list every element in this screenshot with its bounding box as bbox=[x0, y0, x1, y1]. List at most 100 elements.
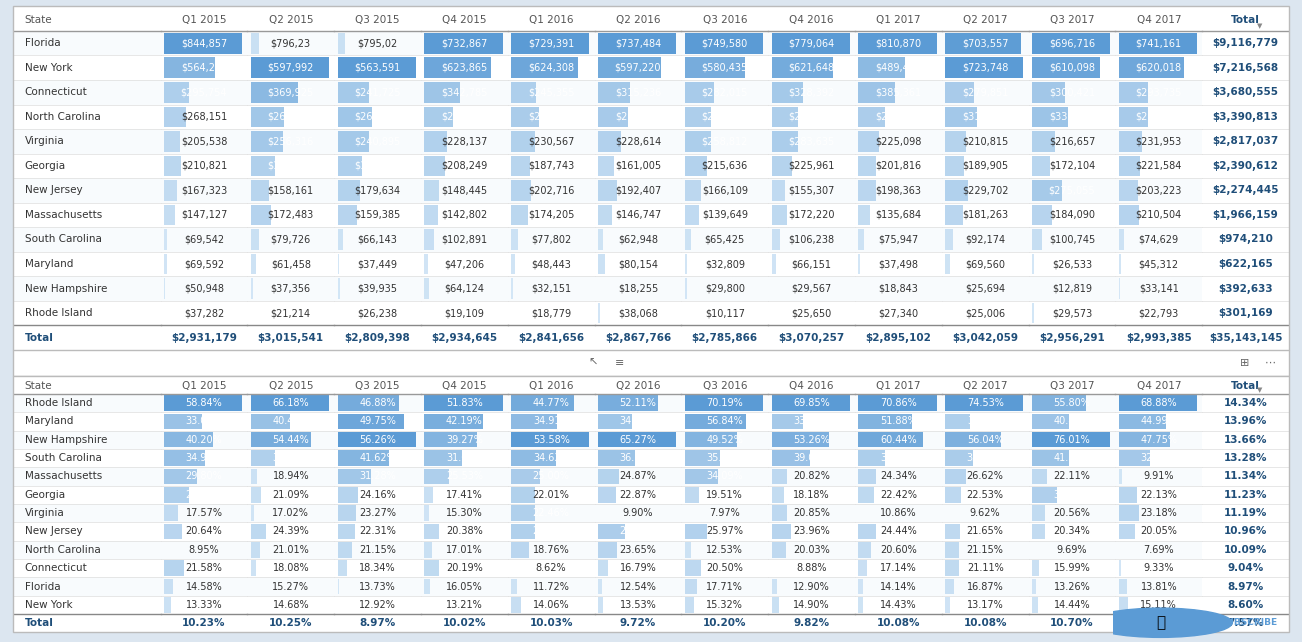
Bar bbox=[941, 523, 1029, 541]
Bar bbox=[595, 449, 681, 467]
Bar bbox=[858, 542, 871, 557]
Text: $369,925: $369,925 bbox=[268, 87, 314, 98]
Text: $215,636: $215,636 bbox=[702, 161, 747, 171]
Bar bbox=[164, 107, 186, 127]
Bar bbox=[247, 203, 335, 227]
Text: $331,480: $331,480 bbox=[1049, 112, 1095, 122]
Bar bbox=[160, 559, 247, 577]
Bar bbox=[251, 107, 284, 127]
Bar bbox=[421, 105, 508, 129]
Bar bbox=[335, 153, 421, 178]
Bar bbox=[1029, 614, 1116, 632]
Bar bbox=[251, 560, 256, 576]
Text: $12,819: $12,819 bbox=[1052, 284, 1092, 293]
Text: 40.49%: 40.49% bbox=[272, 417, 309, 426]
Bar bbox=[508, 80, 595, 105]
Bar bbox=[598, 524, 625, 539]
Bar bbox=[1029, 252, 1116, 276]
Bar bbox=[1118, 579, 1126, 594]
Bar bbox=[768, 412, 855, 431]
Text: 41.62%: 41.62% bbox=[359, 453, 396, 463]
Text: $158,161: $158,161 bbox=[268, 186, 314, 195]
Bar bbox=[13, 55, 160, 80]
Bar bbox=[424, 131, 448, 152]
Bar bbox=[681, 178, 768, 203]
Text: Q4 2017: Q4 2017 bbox=[1137, 381, 1181, 391]
Text: 22.01%: 22.01% bbox=[533, 490, 569, 500]
Bar bbox=[941, 6, 1029, 31]
Text: New Hampshire: New Hampshire bbox=[25, 435, 107, 445]
Bar bbox=[421, 523, 508, 541]
Bar bbox=[247, 301, 335, 325]
Text: 21.15%: 21.15% bbox=[967, 545, 1004, 555]
Bar bbox=[512, 487, 535, 503]
Bar bbox=[681, 394, 768, 412]
Text: $610,098: $610,098 bbox=[1049, 63, 1095, 73]
Text: $255,499: $255,499 bbox=[702, 112, 747, 122]
Bar bbox=[1116, 596, 1202, 614]
Bar bbox=[337, 469, 371, 484]
Bar bbox=[1118, 180, 1138, 201]
Bar bbox=[337, 560, 348, 576]
Bar bbox=[337, 57, 415, 78]
Text: $192,407: $192,407 bbox=[615, 186, 661, 195]
Text: $139,649: $139,649 bbox=[702, 210, 747, 220]
Bar bbox=[945, 33, 1021, 53]
Text: Q4 2015: Q4 2015 bbox=[443, 15, 487, 25]
Bar bbox=[160, 252, 247, 276]
Text: 15.27%: 15.27% bbox=[272, 582, 310, 591]
Bar bbox=[421, 596, 508, 614]
Text: $210,504: $210,504 bbox=[1135, 210, 1182, 220]
Bar bbox=[160, 504, 247, 523]
Bar bbox=[768, 153, 855, 178]
Bar bbox=[164, 57, 215, 78]
Bar bbox=[1032, 505, 1046, 521]
Bar bbox=[1116, 252, 1202, 276]
Bar bbox=[335, 31, 421, 55]
Text: 24.88%: 24.88% bbox=[186, 490, 223, 500]
Text: $597,220: $597,220 bbox=[615, 63, 661, 73]
Bar bbox=[858, 487, 874, 503]
Bar bbox=[685, 395, 763, 411]
Text: 53.26%: 53.26% bbox=[793, 435, 829, 445]
Bar bbox=[595, 80, 681, 105]
Text: 20.85%: 20.85% bbox=[793, 508, 829, 518]
Text: 19.51%: 19.51% bbox=[707, 490, 743, 500]
Bar bbox=[160, 577, 247, 596]
Bar bbox=[421, 31, 508, 55]
Text: 66.18%: 66.18% bbox=[272, 398, 309, 408]
Text: 10.23%: 10.23% bbox=[182, 618, 225, 629]
Text: Rhode Island: Rhode Island bbox=[25, 308, 92, 318]
Bar bbox=[945, 487, 961, 503]
Text: 7.57%: 7.57% bbox=[1228, 618, 1264, 629]
Text: 34.27%: 34.27% bbox=[620, 417, 656, 426]
Bar bbox=[858, 254, 861, 274]
Text: 22.13%: 22.13% bbox=[1141, 490, 1177, 500]
Text: 15.32%: 15.32% bbox=[707, 600, 743, 610]
Text: $3,680,555: $3,680,555 bbox=[1212, 87, 1279, 98]
Bar bbox=[421, 412, 508, 431]
Bar bbox=[335, 129, 421, 153]
Text: Connecticut: Connecticut bbox=[25, 563, 87, 573]
Bar bbox=[164, 487, 189, 503]
Text: 33.05%: 33.05% bbox=[186, 417, 223, 426]
Text: 20.60%: 20.60% bbox=[880, 545, 917, 555]
Bar bbox=[768, 129, 855, 153]
Bar bbox=[164, 432, 214, 447]
Text: $974,210: $974,210 bbox=[1219, 234, 1273, 245]
Bar bbox=[858, 229, 865, 250]
Bar bbox=[508, 541, 595, 559]
Bar bbox=[595, 301, 681, 325]
Bar bbox=[421, 504, 508, 523]
Text: Total: Total bbox=[25, 618, 53, 629]
Text: $22,793: $22,793 bbox=[1139, 308, 1178, 318]
Bar bbox=[598, 432, 676, 447]
Text: $385,361: $385,361 bbox=[875, 87, 922, 98]
Bar bbox=[941, 276, 1029, 301]
Text: Georgia: Georgia bbox=[25, 161, 66, 171]
Text: 28.76%: 28.76% bbox=[620, 526, 656, 537]
Bar bbox=[160, 105, 247, 129]
Text: 46.88%: 46.88% bbox=[359, 398, 396, 408]
Bar bbox=[945, 524, 960, 539]
Text: 70.19%: 70.19% bbox=[707, 398, 743, 408]
